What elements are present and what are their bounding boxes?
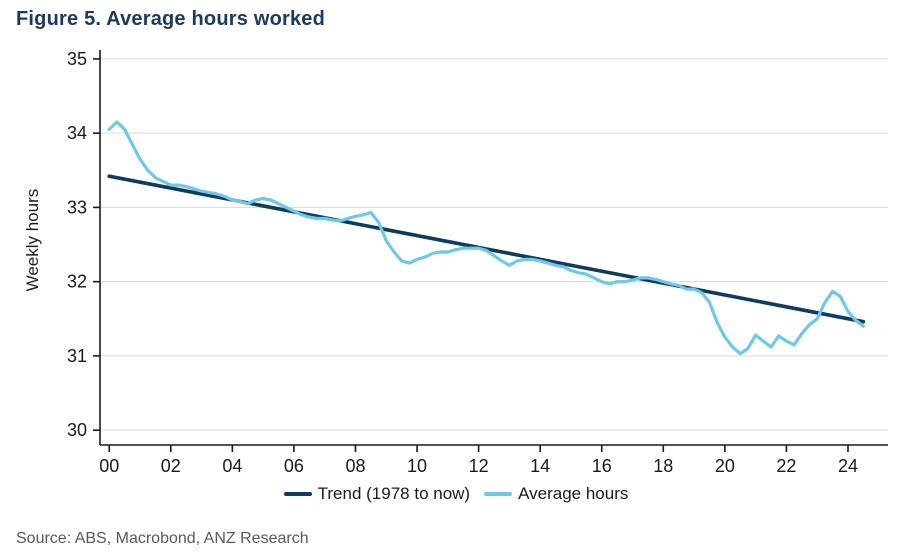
chart-svg: 30 31 32 33 34 35 00 02 04 06 08 10 12 14 16 18 20 22 24 We… — [23, 49, 888, 476]
x-tick-label: 08 — [345, 456, 365, 476]
trend-line-swatch — [283, 492, 312, 496]
legend-item-average: Average hours — [484, 484, 628, 504]
x-tick-label: 02 — [161, 456, 181, 476]
y-axis-title: Weekly hours — [23, 189, 42, 292]
y-tick-label: 35 — [67, 49, 87, 69]
x-tick-label: 04 — [222, 456, 242, 476]
x-tick-label: 12 — [469, 456, 489, 476]
x-tick-label: 14 — [530, 456, 550, 476]
y-tick-label: 34 — [67, 123, 87, 143]
y-tick-label: 33 — [67, 197, 87, 217]
x-tick-label: 10 — [407, 456, 427, 476]
source-note: Source: ABS, Macrobond, ANZ Research — [16, 530, 309, 547]
legend-label-average: Average hours — [518, 484, 629, 503]
x-tick-label: 18 — [653, 456, 673, 476]
legend-item-trend: Trend (1978 to now) — [283, 484, 471, 504]
series-line-1 — [107, 120, 866, 356]
x-tick-label: 06 — [284, 456, 304, 476]
x-tick-label: 16 — [592, 456, 612, 476]
legend-label-trend: Trend (1978 to now) — [317, 484, 471, 503]
x-tick-label: 00 — [99, 456, 119, 476]
x-tick-label: 20 — [715, 456, 735, 476]
x-tick-label: 24 — [838, 456, 858, 476]
x-tick-label: 22 — [776, 456, 796, 476]
y-tick-label: 31 — [67, 346, 87, 366]
average-line-swatch — [484, 492, 513, 496]
y-tick-label: 30 — [67, 420, 87, 440]
chart-legend: Trend (1978 to now) Average hours — [0, 484, 912, 504]
y-tick-label: 32 — [67, 272, 87, 292]
figure-title: Figure 5. Average hours worked — [16, 8, 326, 30]
